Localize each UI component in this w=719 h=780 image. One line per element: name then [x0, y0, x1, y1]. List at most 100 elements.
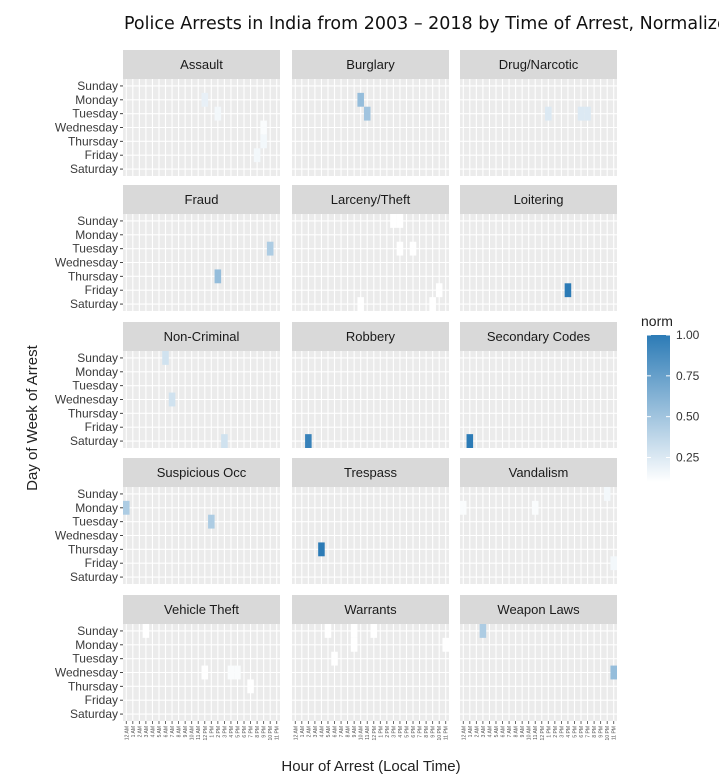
x-tick-label: 3 AM: [481, 726, 487, 737]
x-tick-label: 1 AM: [131, 726, 137, 737]
heat-cell: [429, 297, 436, 311]
x-tick-label: 11 PM: [275, 726, 281, 740]
x-tick-label: 12 PM: [372, 726, 378, 740]
panel-grid: [460, 351, 617, 448]
panel-drug-narcotic: Drug/Narcotic: [460, 50, 617, 176]
x-tick-label: 9 AM: [520, 726, 526, 737]
y-tick-label: Friday: [85, 693, 118, 707]
x-tick-label: 10 PM: [437, 726, 443, 740]
x-tick-label: 10 AM: [359, 726, 365, 740]
x-tick-label: 4 AM: [487, 726, 493, 737]
y-tick-label: Wednesday: [55, 256, 118, 270]
x-tick-label: 10 PM: [268, 726, 274, 740]
x-axis-title: Hour of Arrest (Local Time): [281, 758, 460, 775]
heat-cell: [460, 500, 467, 515]
heat-cell: [162, 351, 169, 365]
panel-grid: [123, 214, 280, 311]
x-tick-label: 5 AM: [326, 726, 332, 737]
heat-cell: [331, 651, 338, 666]
heat-cell: [247, 679, 254, 694]
x-tick-label: 2 PM: [553, 726, 559, 738]
y-tick-label: Friday: [85, 283, 118, 297]
panel-grid: [123, 487, 280, 584]
heat-cell: [350, 637, 358, 652]
heat-cell: [318, 542, 325, 557]
panel-fraud: Fraud SundayMondayTuesdayWednesdayThursda…: [55, 185, 280, 311]
facet-strip: [292, 185, 449, 214]
y-axis-title: Day of Week of Arrest: [24, 344, 41, 490]
heat-cell: [370, 624, 378, 638]
x-tick-label: 7 AM: [339, 726, 345, 737]
y-tick-label: Monday: [75, 365, 118, 379]
heat-cell: [214, 269, 222, 284]
x-tick-label: 7 PM: [418, 726, 424, 738]
facet-label: Assault: [180, 57, 223, 72]
panel-assault: Assault SundayMondayTuesdayWednesdayThurs…: [55, 50, 280, 176]
y-tick-label: Wednesday: [55, 666, 118, 680]
facet-strip: [123, 50, 280, 79]
x-tick-label: 7 PM: [249, 726, 255, 738]
facet-strip: [460, 458, 617, 487]
heat-cell: [390, 214, 397, 228]
heat-cell: [545, 106, 552, 121]
facet-label: Burglary: [346, 57, 395, 72]
facet-label: Secondary Codes: [487, 329, 591, 344]
x-tick-label: 11 AM: [533, 726, 539, 740]
x-tick-label: 6 PM: [579, 726, 585, 738]
x-tick-label: 9 PM: [431, 726, 437, 738]
y-tick-label: Friday: [85, 556, 118, 570]
panel-grid: [292, 214, 449, 311]
heat-cell: [123, 500, 130, 515]
x-tick-label: 1 PM: [546, 726, 552, 738]
legend: norm 1.00 0.75 0.50 0.25: [641, 313, 700, 482]
x-tick-label: 4 PM: [566, 726, 572, 738]
heat-cell: [363, 106, 371, 121]
panel-larceny-theft: Larceny/Theft: [292, 185, 449, 311]
facet-label: Robbery: [346, 329, 396, 344]
heat-cell: [531, 500, 539, 515]
y-tick-label: Tuesday: [72, 515, 118, 529]
x-tick-label: 4 AM: [150, 726, 156, 737]
x-tick-label: 8 PM: [592, 726, 598, 738]
panel-grid: [292, 487, 449, 584]
y-tick-label: Saturday: [70, 707, 118, 721]
panel-grid: [123, 351, 280, 448]
y-tick-label: Saturday: [70, 570, 118, 584]
y-tick-label: Sunday: [77, 351, 118, 365]
x-tick-label: 1 PM: [378, 726, 384, 738]
panel-grid: [292, 624, 449, 721]
facet-label: Larceny/Theft: [331, 192, 411, 207]
x-tick-label: 2 AM: [137, 726, 143, 737]
y-tick-label: Thursday: [68, 269, 118, 283]
x-tick-label: 12 PM: [540, 726, 546, 740]
legend-tick-label: 1.00: [676, 328, 700, 342]
heat-cell: [435, 283, 443, 298]
facet-strip: [460, 185, 617, 214]
heat-cell: [610, 665, 617, 680]
y-tick-label: Friday: [85, 148, 118, 162]
x-tick-label: 5 PM: [235, 726, 241, 738]
x-tick-label: 5 AM: [157, 726, 163, 737]
legend-tick-label: 0.25: [676, 451, 700, 465]
x-tick-label: 9 PM: [262, 726, 268, 738]
heat-cell: [208, 514, 215, 529]
x-tick-label: 12 AM: [124, 726, 130, 740]
y-tick-label: Monday: [75, 501, 118, 515]
heat-cell: [396, 214, 404, 228]
y-tick-label: Tuesday: [72, 242, 118, 256]
x-tick-label: 2 AM: [474, 726, 480, 737]
heat-cell: [266, 241, 274, 256]
facet-strip: [292, 458, 449, 487]
y-tick-label: Thursday: [68, 679, 118, 693]
panel-burglary: Burglary: [292, 50, 449, 176]
y-tick-label: Saturday: [70, 297, 118, 311]
facet-label: Non-Criminal: [164, 329, 240, 344]
x-tick-label: 4 PM: [229, 726, 235, 738]
facet-label: Drug/Narcotic: [499, 57, 579, 72]
y-tick-label: Tuesday: [72, 107, 118, 121]
y-tick-label: Saturday: [70, 162, 118, 176]
heat-cell: [479, 624, 487, 638]
panel-warrants: Warrants 12 AM 1 AM 2 AM 3 AM 4 AM 5 AM 6 AM 7 A…: [292, 595, 450, 740]
heat-cell: [227, 665, 235, 680]
x-tick-label: 12 AM: [461, 726, 467, 740]
